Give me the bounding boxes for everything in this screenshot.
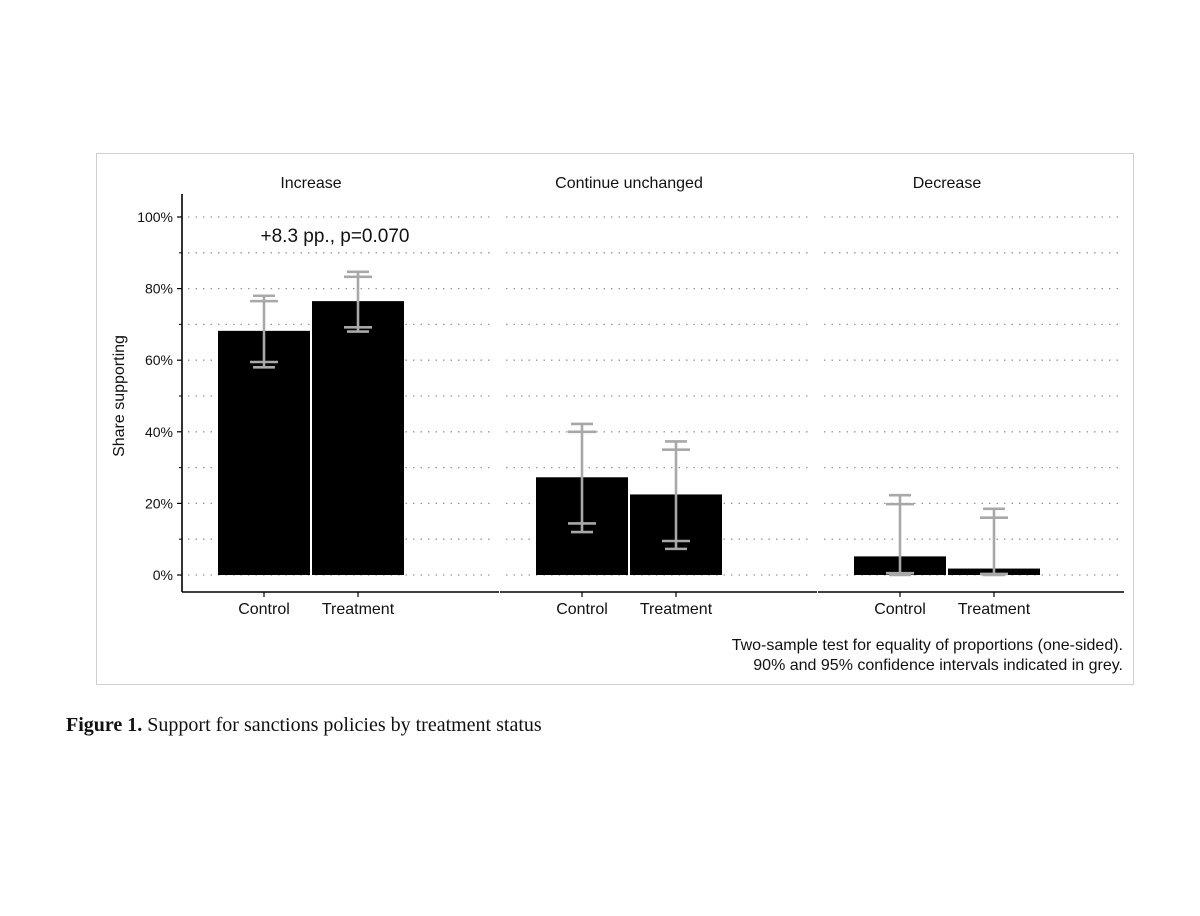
y-tick-label: 60% <box>145 352 173 368</box>
figure-frame: 0% 20% 40% 60% 80% 100% Share supporting Increa… <box>96 153 1134 685</box>
chart-note: 90% and 95% confidence intervals indicat… <box>753 657 1123 674</box>
chart-note: Two-sample test for equality of proporti… <box>732 637 1123 654</box>
panel-title: Increase <box>280 175 341 192</box>
x-tick-label: Treatment <box>640 601 713 618</box>
y-tick-label: 80% <box>145 281 173 297</box>
y-tick-label: 0% <box>153 567 173 583</box>
chart: 0% 20% 40% 60% 80% 100% Share supporting Increa… <box>111 175 1124 674</box>
x-tick-label: Control <box>874 601 926 618</box>
y-tick-label: 20% <box>145 495 173 511</box>
panel-title: Continue unchanged <box>555 175 703 192</box>
panel-title: Decrease <box>913 175 982 192</box>
annotation-text: +8.3 pp., p=0.070 <box>261 226 410 247</box>
figure-caption: Figure 1. Support for sanctions policies… <box>66 714 542 737</box>
y-axis-title: Share supporting <box>111 335 128 457</box>
bar <box>218 330 310 575</box>
x-tick-label: Control <box>238 601 290 618</box>
y-tick-label: 40% <box>145 424 173 440</box>
x-tick-label: Treatment <box>322 601 395 618</box>
y-tick-label: 100% <box>137 209 173 225</box>
x-tick-label: Treatment <box>958 601 1031 618</box>
bar <box>312 301 404 575</box>
x-tick-label: Control <box>556 601 608 618</box>
caption-text: Support for sanctions policies by treatm… <box>142 714 542 736</box>
caption-label: Figure 1. <box>66 714 143 736</box>
